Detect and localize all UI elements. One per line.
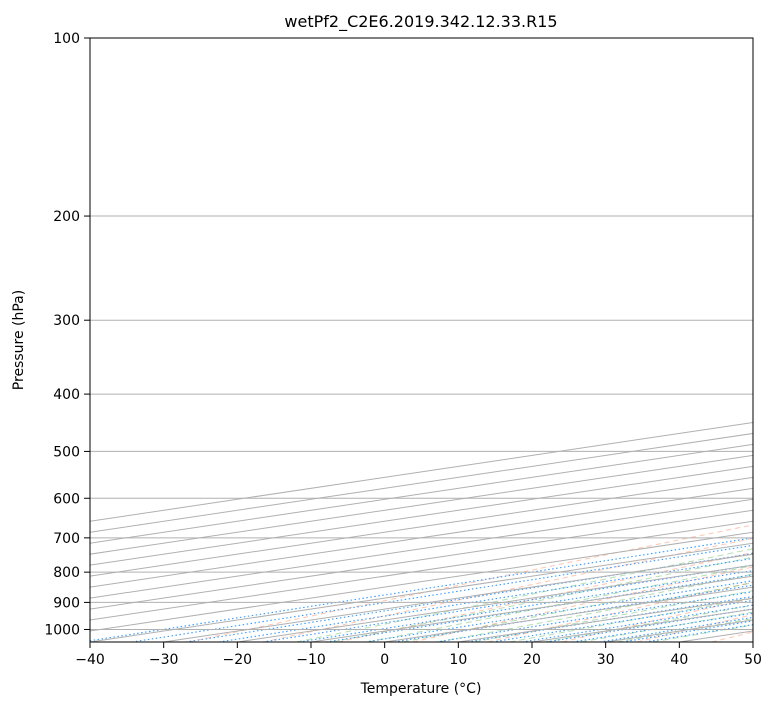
dewpoint-line [766, 38, 775, 588]
moist-adiabat [296, 548, 753, 642]
x-tick-label: −20 [223, 652, 253, 668]
x-tick-label: −40 [75, 652, 105, 668]
y-tick-label: 900 [53, 595, 80, 611]
isotherm [90, 476, 753, 577]
x-axis-label: Temperature (°C) [360, 681, 482, 697]
y-tick-label: 400 [53, 387, 80, 403]
dry-adiabat [636, 614, 753, 642]
isotherm [90, 443, 753, 544]
mixing-ratio-line [436, 591, 753, 642]
y-tick-label: 800 [53, 565, 80, 581]
isotherm [90, 454, 753, 555]
mixing-ratio-line [572, 612, 753, 642]
mixing-ratio-line [546, 608, 753, 642]
y-axis-label: Pressure (hPa) [11, 290, 27, 390]
x-tick-label: 10 [449, 652, 467, 668]
sounding-series [766, 38, 775, 588]
moist-adiabat [438, 582, 753, 642]
dry-adiabat [263, 537, 753, 642]
isotherm [90, 509, 753, 610]
mixing-ratio-line [90, 537, 753, 642]
moist-adiabat [580, 611, 753, 642]
isotherm [458, 597, 753, 642]
isotherm [90, 520, 753, 621]
isotherm [237, 564, 753, 642]
x-tick-label: 20 [523, 652, 541, 668]
x-tick-label: 30 [597, 652, 615, 668]
isotherm [90, 531, 753, 632]
isotherm [90, 487, 753, 588]
chart-title: wetPf2_C2E6.2019.342.12.33.R15 [284, 12, 557, 32]
mixing-ratio-line [492, 599, 753, 642]
x-tick-label: −30 [149, 652, 179, 668]
isotherm [752, 641, 753, 642]
dry-adiabat [562, 597, 753, 642]
plot-frame [89, 37, 754, 643]
mixing-ratio-line [522, 604, 753, 642]
isotherm [90, 465, 753, 566]
dry-adiabat [487, 581, 753, 642]
dry-adiabat [412, 566, 753, 642]
y-tick-label: 300 [53, 313, 80, 329]
isotherm [679, 630, 753, 642]
mixing-ratio-line [262, 564, 753, 642]
y-tick-label: 500 [53, 444, 80, 460]
background-lines [90, 38, 753, 642]
x-axis: −40 −30 −20 −10 0 10 20 30 40 50 [75, 642, 762, 668]
x-tick-label: 0 [380, 652, 389, 668]
moist-adiabat [403, 573, 753, 642]
x-tick-label: 40 [670, 652, 688, 668]
mixing-ratio-line [218, 557, 753, 642]
isotherm [90, 432, 753, 533]
y-tick-label: 200 [53, 209, 80, 225]
dry-adiabat [188, 524, 753, 642]
isotherm [90, 542, 753, 642]
x-tick-label: 50 [744, 652, 762, 668]
y-tick-label: 1000 [44, 622, 80, 638]
isotherm [90, 421, 753, 522]
x-tick-label: −10 [296, 652, 326, 668]
dry-adiabat [711, 631, 753, 642]
y-axis: 100 200 300 400 500 600 700 800 900 1000 [44, 31, 90, 638]
y-tick-label: 100 [53, 31, 80, 47]
isotherm [90, 498, 753, 599]
moist-adiabat [332, 556, 753, 642]
y-tick-label: 600 [53, 491, 80, 507]
isotherm [384, 586, 753, 642]
y-tick-label: 700 [53, 531, 80, 547]
isotherm [310, 575, 753, 642]
